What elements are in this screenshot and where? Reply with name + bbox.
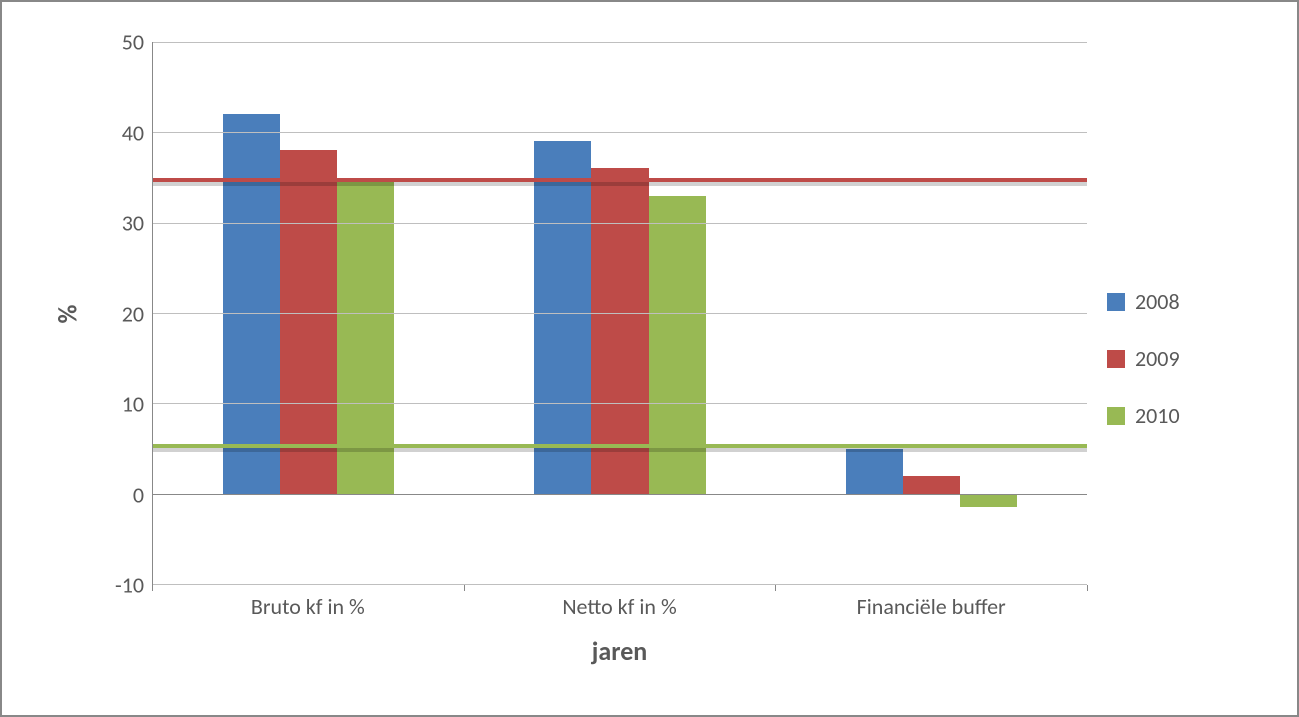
y-tick-label: 40 (122, 119, 144, 146)
plot-area (152, 42, 1087, 585)
gridline (153, 403, 1087, 404)
zero-line (153, 494, 1087, 495)
x-axis-label-row: jaren (42, 635, 1087, 675)
bar (846, 449, 903, 494)
gridline (153, 132, 1087, 133)
bar (903, 476, 960, 494)
bar (223, 114, 280, 493)
y-tick-label: 30 (122, 210, 144, 237)
x-tick-label: Bruto kf in % (251, 593, 365, 620)
chart-frame: % -10 0 10 20 30 40 50 Bruto kf in % Netto kf i… (0, 0, 1299, 717)
y-tick-label: 20 (122, 300, 144, 327)
y-tick-label: 50 (122, 29, 144, 56)
x-tick-mark (775, 585, 776, 591)
y-tick-label: -10 (115, 572, 144, 599)
y-axis-ticks: -1001020304050 (92, 42, 152, 585)
legend-item: 2008 (1107, 288, 1180, 315)
plot-row: % -1001020304050 (42, 42, 1087, 585)
gridline (153, 42, 1087, 43)
legend-swatch (1107, 407, 1125, 425)
x-tick-mark (152, 585, 153, 591)
legend-swatch (1107, 293, 1125, 311)
y-tick-label: 0 (133, 481, 144, 508)
legend: 2008 2009 2010 (1107, 288, 1180, 429)
x-axis-label: jaren (592, 635, 647, 667)
x-tick-mark (1087, 585, 1088, 591)
bar (280, 150, 337, 493)
gridline (153, 313, 1087, 314)
legend-container: 2008 2009 2010 (1087, 42, 1257, 675)
legend-item: 2009 (1107, 345, 1180, 372)
x-axis-ticks: Bruto kf in % Netto kf in % Financiële buf… (152, 585, 1087, 635)
legend-swatch (1107, 350, 1125, 368)
bar (534, 141, 591, 493)
chart-area: % -1001020304050 Bruto kf in %Netto kf i… (42, 42, 1257, 675)
x-tick-label: Netto kf in % (562, 593, 676, 620)
legend-item: 2010 (1107, 402, 1180, 429)
legend-label: 2008 (1135, 288, 1180, 315)
x-tick-mark (464, 585, 465, 591)
x-tick-label: Financiële buffer (857, 593, 1006, 620)
y-axis-label: % (51, 304, 83, 323)
y-tick-label: 10 (122, 391, 144, 418)
legend-label: 2010 (1135, 402, 1180, 429)
legend-label: 2009 (1135, 345, 1180, 372)
bar (960, 494, 1017, 508)
x-axis-ticks-row: Bruto kf in % Netto kf in % Financiële buf… (42, 585, 1087, 635)
gridline (153, 223, 1087, 224)
plot-column: % -1001020304050 Bruto kf in %Netto kf i… (42, 42, 1087, 675)
y-axis-label-container: % (42, 42, 92, 585)
